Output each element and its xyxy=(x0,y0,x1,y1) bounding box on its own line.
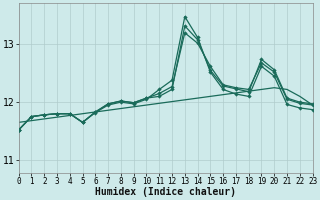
X-axis label: Humidex (Indice chaleur): Humidex (Indice chaleur) xyxy=(95,187,236,197)
